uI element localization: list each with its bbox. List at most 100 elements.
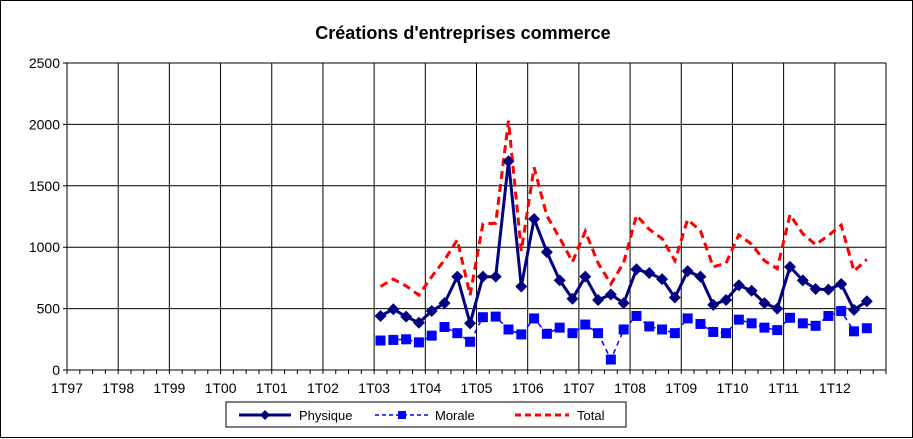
point-physique bbox=[656, 273, 669, 286]
point-morale bbox=[490, 311, 501, 322]
x-tick-label: 1T11 bbox=[768, 380, 799, 396]
point-morale bbox=[644, 321, 655, 332]
legend-marker-morale bbox=[398, 411, 406, 419]
point-morale bbox=[554, 322, 565, 333]
x-tick-label: 1T00 bbox=[205, 380, 237, 396]
point-physique bbox=[668, 291, 681, 304]
point-physique bbox=[592, 294, 605, 307]
legend-label-physique: Physique bbox=[299, 408, 352, 423]
y-axis: 0 500 1000 1500 2000 2500 bbox=[29, 55, 67, 378]
x-tick-label: 1T99 bbox=[153, 380, 185, 396]
x-tick-label: 1T12 bbox=[819, 380, 851, 396]
point-morale bbox=[772, 325, 783, 336]
y-tick-label: 2500 bbox=[29, 55, 60, 71]
point-physique bbox=[451, 270, 464, 283]
legend: Physique Morale Total bbox=[225, 401, 627, 428]
point-morale bbox=[503, 324, 514, 335]
point-morale bbox=[426, 330, 437, 341]
point-physique bbox=[758, 297, 771, 310]
y-tick-label: 1000 bbox=[29, 239, 60, 255]
point-morale bbox=[477, 312, 488, 323]
point-morale bbox=[797, 318, 808, 329]
point-physique bbox=[771, 302, 784, 315]
point-physique bbox=[553, 274, 566, 287]
point-physique bbox=[630, 263, 643, 276]
point-morale bbox=[605, 354, 616, 365]
point-morale bbox=[413, 337, 424, 348]
point-physique bbox=[707, 298, 720, 311]
point-morale bbox=[759, 322, 770, 333]
y-tick-label: 0 bbox=[52, 362, 60, 378]
point-physique bbox=[489, 270, 502, 283]
point-morale bbox=[669, 328, 680, 339]
point-physique bbox=[387, 303, 400, 316]
point-morale bbox=[388, 334, 399, 345]
point-physique bbox=[732, 279, 745, 292]
point-morale bbox=[657, 324, 668, 335]
point-physique bbox=[643, 266, 656, 279]
point-physique bbox=[860, 295, 873, 308]
point-physique bbox=[502, 155, 515, 168]
point-physique bbox=[617, 297, 630, 310]
point-morale bbox=[682, 313, 693, 324]
point-physique bbox=[796, 274, 809, 287]
point-physique bbox=[374, 309, 387, 322]
x-tick-label: 1T07 bbox=[563, 380, 595, 396]
x-tick-label: 1T02 bbox=[307, 380, 339, 396]
point-morale bbox=[849, 326, 860, 337]
point-morale bbox=[810, 320, 821, 331]
point-physique bbox=[566, 292, 579, 305]
point-physique bbox=[579, 270, 592, 283]
point-physique bbox=[604, 288, 617, 301]
point-morale bbox=[516, 329, 527, 340]
point-physique bbox=[720, 294, 733, 307]
x-tick-label: 1T10 bbox=[716, 380, 748, 396]
point-physique bbox=[438, 297, 451, 310]
point-physique bbox=[464, 317, 477, 330]
point-physique bbox=[745, 284, 758, 297]
x-tick-label: 1T04 bbox=[409, 380, 441, 396]
point-morale bbox=[465, 336, 476, 347]
legend-label-morale: Morale bbox=[435, 408, 475, 423]
x-tick-label: 1T08 bbox=[614, 380, 646, 396]
point-physique bbox=[425, 305, 438, 318]
x-tick-label: 1T03 bbox=[358, 380, 390, 396]
y-tick-label: 1500 bbox=[29, 178, 60, 194]
point-morale bbox=[618, 324, 629, 335]
legend-marker-physique bbox=[260, 410, 270, 420]
point-morale bbox=[708, 326, 719, 337]
x-tick-label: 1T05 bbox=[461, 380, 493, 396]
x-tick-label: 1T01 bbox=[256, 380, 288, 396]
point-physique bbox=[694, 270, 707, 283]
x-tick-label: 1T98 bbox=[102, 380, 134, 396]
point-physique bbox=[540, 246, 553, 259]
point-physique bbox=[681, 265, 694, 278]
point-physique bbox=[835, 278, 848, 291]
chart-title: Créations d'entreprises commerce bbox=[315, 23, 610, 43]
point-morale bbox=[401, 334, 412, 345]
point-morale bbox=[695, 318, 706, 329]
point-physique bbox=[476, 270, 489, 283]
x-tick-label: 1T97 bbox=[51, 380, 83, 396]
point-physique bbox=[822, 283, 835, 296]
point-morale bbox=[439, 322, 450, 333]
point-physique bbox=[784, 260, 797, 273]
point-morale bbox=[746, 318, 757, 329]
point-morale bbox=[721, 328, 732, 339]
point-morale bbox=[529, 313, 540, 324]
point-physique bbox=[848, 303, 861, 316]
point-physique bbox=[412, 316, 425, 329]
point-morale bbox=[375, 335, 386, 346]
point-morale bbox=[567, 328, 578, 339]
point-morale bbox=[733, 314, 744, 325]
series-line-total bbox=[379, 120, 868, 298]
point-morale bbox=[580, 319, 591, 330]
point-morale bbox=[593, 328, 604, 339]
point-physique bbox=[515, 280, 528, 293]
x-tick-label: 1T09 bbox=[665, 380, 697, 396]
legend-label-total: Total bbox=[577, 408, 605, 423]
point-morale bbox=[631, 310, 642, 321]
point-morale bbox=[823, 310, 834, 321]
